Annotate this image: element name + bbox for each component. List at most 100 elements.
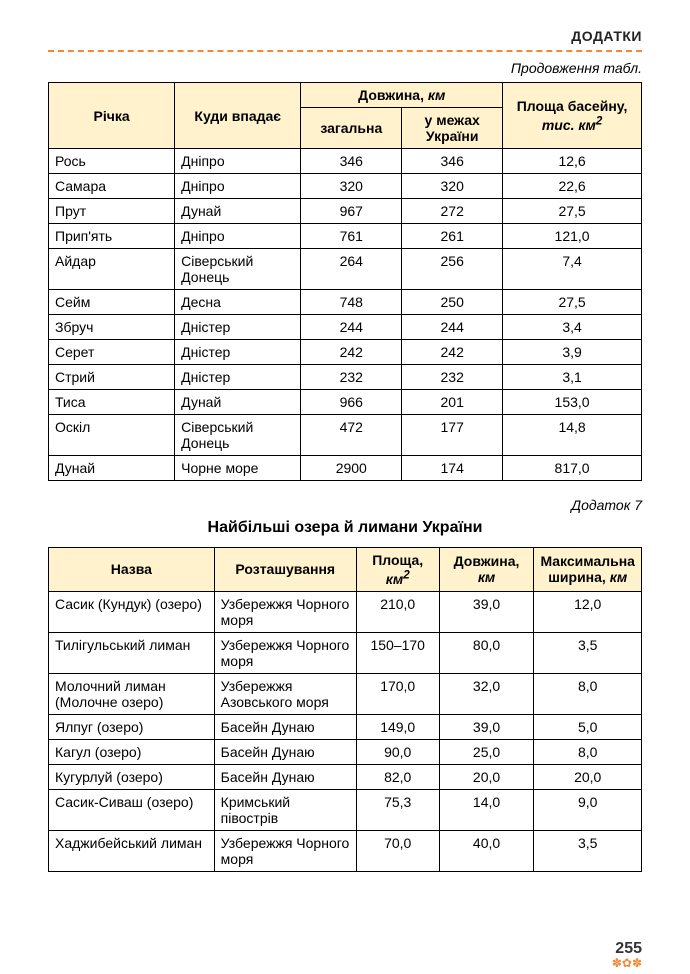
cell-river: Оскіл — [49, 415, 175, 456]
cell-lake-area: 170,0 — [356, 673, 439, 714]
cell-area: 121,0 — [503, 224, 642, 249]
cell-lake-area: 90,0 — [356, 739, 439, 764]
col-location: Розташування — [214, 548, 356, 592]
cell-total: 232 — [301, 365, 402, 390]
cell-total: 320 — [301, 174, 402, 199]
cell-total: 2900 — [301, 456, 402, 481]
cell-lake-area: 70,0 — [356, 830, 439, 871]
table-row: ДунайЧорне море2900174817,0 — [49, 456, 642, 481]
col-max-width-unit: км — [610, 569, 627, 585]
appendix-label: Додаток 7 — [48, 497, 642, 513]
table-row: ЗбручДністер2442443,4 — [49, 315, 642, 340]
cell-flows-into: Сіверський Донець — [175, 249, 301, 290]
table-row: СтрийДністер2322323,1 — [49, 365, 642, 390]
cell-river: Дунай — [49, 456, 175, 481]
cell-ukraine: 320 — [402, 174, 503, 199]
lakes-table: Назва Розташування Площа, км2 Довжина, к… — [48, 547, 642, 872]
cell-area: 12,6 — [503, 149, 642, 174]
cell-area: 3,4 — [503, 315, 642, 340]
cell-total: 748 — [301, 290, 402, 315]
cell-ukraine: 174 — [402, 456, 503, 481]
col-length-unit: км — [428, 87, 445, 103]
col-length-total: загальна — [301, 108, 402, 149]
cell-lake-name: Сасик (Кундук) (озеро) — [49, 591, 215, 632]
cell-flows-into: Десна — [175, 290, 301, 315]
divider — [48, 50, 642, 52]
cell-lake-area: 75,3 — [356, 789, 439, 830]
col-lake-length-label: Довжина, — [454, 553, 520, 569]
cell-lake-width: 8,0 — [534, 739, 642, 764]
table-row: ТисаДунай966201153,0 — [49, 390, 642, 415]
col-basin-area: Площа басейну, тис. км2 — [503, 83, 642, 149]
col-lake-length-unit: км — [478, 569, 495, 585]
table-row: ОскілСіверський Донець47217714,8 — [49, 415, 642, 456]
cell-lake-name: Тилігульський лиман — [49, 632, 215, 673]
table-row: Сасик (Кундук) (озеро)Узбережжя Чорного … — [49, 591, 642, 632]
cell-location: Узбережжя Чорного моря — [214, 591, 356, 632]
cell-total: 472 — [301, 415, 402, 456]
col-length-group: Довжина, км — [301, 83, 503, 108]
col-area-label: Площа, — [372, 552, 423, 568]
cell-lake-length: 14,0 — [439, 789, 534, 830]
cell-area: 27,5 — [503, 199, 642, 224]
cell-lake-name: Ялпуг (озеро) — [49, 714, 215, 739]
cell-location: Кримський півострів — [214, 789, 356, 830]
cell-flows-into: Сіверський Донець — [175, 415, 301, 456]
cell-lake-length: 80,0 — [439, 632, 534, 673]
cell-area: 14,8 — [503, 415, 642, 456]
table-row: Тилігульський лиманУзбережжя Чорного мор… — [49, 632, 642, 673]
col-river: Річка — [49, 83, 175, 149]
cell-ukraine: 201 — [402, 390, 503, 415]
cell-river: Айдар — [49, 249, 175, 290]
cell-area: 27,5 — [503, 290, 642, 315]
cell-lake-name: Сасик-Сиваш (озеро) — [49, 789, 215, 830]
cell-area: 153,0 — [503, 390, 642, 415]
cell-flows-into: Дніпро — [175, 174, 301, 199]
lakes-title: Найбільші озера й лимани України — [48, 519, 642, 537]
col-lake-length: Довжина, км — [439, 548, 534, 592]
table-row: Ялпуг (озеро)Басейн Дунаю149,039,05,0 — [49, 714, 642, 739]
cell-location: Узбережжя Чорного моря — [214, 632, 356, 673]
table-row: СамараДніпро32032022,6 — [49, 174, 642, 199]
continuation-label: Продовження табл. — [48, 60, 642, 76]
cell-lake-width: 8,0 — [534, 673, 642, 714]
table-row: Прип'ятьДніпро761261121,0 — [49, 224, 642, 249]
flourish-icon: ✽✿✽ — [612, 956, 642, 970]
cell-river: Рось — [49, 149, 175, 174]
table-row: Хаджибейський лиманУзбережжя Чорного мор… — [49, 830, 642, 871]
cell-area: 3,9 — [503, 340, 642, 365]
cell-total: 244 — [301, 315, 402, 340]
cell-ukraine: 177 — [402, 415, 503, 456]
cell-lake-area: 82,0 — [356, 764, 439, 789]
cell-location: Басейн Дунаю — [214, 739, 356, 764]
cell-river: Збруч — [49, 315, 175, 340]
rivers-table: Річка Куди впадає Довжина, км Площа басе… — [48, 82, 642, 481]
cell-flows-into: Дністер — [175, 340, 301, 365]
cell-lake-name: Кугурлуй (озеро) — [49, 764, 215, 789]
cell-lake-width: 3,5 — [534, 632, 642, 673]
col-area-unit: км2 — [386, 571, 410, 587]
table-row: СеретДністер2422423,9 — [49, 340, 642, 365]
cell-total: 761 — [301, 224, 402, 249]
table-row: Кугурлуй (озеро)Басейн Дунаю82,020,020,0 — [49, 764, 642, 789]
cell-location: Узбережжя Азовського моря — [214, 673, 356, 714]
cell-lake-width: 20,0 — [534, 764, 642, 789]
cell-river: Тиса — [49, 390, 175, 415]
col-flows-into: Куди впадає — [175, 83, 301, 149]
cell-total: 242 — [301, 340, 402, 365]
col-basin-unit: тис. км2 — [542, 117, 603, 133]
cell-lake-length: 20,0 — [439, 764, 534, 789]
cell-lake-width: 5,0 — [534, 714, 642, 739]
cell-river: Серет — [49, 340, 175, 365]
cell-flows-into: Дунай — [175, 390, 301, 415]
cell-total: 264 — [301, 249, 402, 290]
table-row: АйдарСіверський Донець2642567,4 — [49, 249, 642, 290]
cell-flows-into: Дніпро — [175, 224, 301, 249]
cell-river: Прут — [49, 199, 175, 224]
cell-area: 22,6 — [503, 174, 642, 199]
cell-ukraine: 346 — [402, 149, 503, 174]
cell-lake-area: 149,0 — [356, 714, 439, 739]
table-row: Молочний лиман (Молочне озеро)Узбережжя … — [49, 673, 642, 714]
section-header: ДОДАТКИ — [48, 28, 642, 44]
cell-ukraine: 272 — [402, 199, 503, 224]
